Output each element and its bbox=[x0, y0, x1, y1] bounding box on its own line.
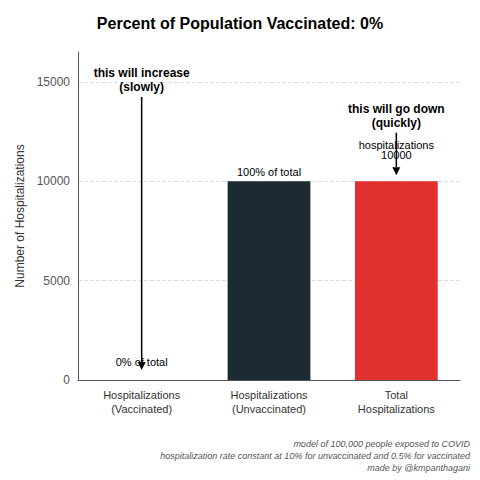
svg-text:15000: 15000 bbox=[37, 75, 71, 89]
svg-text:Hospitalizations: Hospitalizations bbox=[230, 389, 308, 401]
svg-text:Total: Total bbox=[385, 389, 408, 401]
svg-text:Percent of Population Vaccinat: Percent of Population Vaccinated: 0% bbox=[97, 15, 383, 32]
svg-text:Hospitalizations: Hospitalizations bbox=[103, 389, 181, 401]
svg-text:hospitalization rate constant: hospitalization rate constant at 10% for… bbox=[160, 451, 471, 461]
svg-text:(Vaccinated): (Vaccinated) bbox=[111, 403, 172, 415]
svg-text:(quickly): (quickly) bbox=[372, 116, 421, 130]
svg-text:0% of total: 0% of total bbox=[116, 356, 168, 368]
svg-text:10000: 10000 bbox=[37, 174, 71, 188]
svg-text:made by @kmpanthagani: made by @kmpanthagani bbox=[367, 463, 471, 473]
svg-text:0: 0 bbox=[63, 373, 70, 387]
svg-text:this will go down: this will go down bbox=[348, 102, 445, 116]
svg-text:5000: 5000 bbox=[43, 274, 70, 288]
svg-text:hospitalizations: hospitalizations bbox=[359, 139, 435, 151]
svg-text:model of 100,000 people expose: model of 100,000 people exposed to COVID bbox=[293, 439, 470, 449]
svg-text:10000: 10000 bbox=[381, 148, 412, 161]
svg-text:(Unvaccinated): (Unvaccinated) bbox=[232, 403, 306, 415]
svg-text:100% of total: 100% of total bbox=[237, 166, 301, 178]
svg-text:this will increase: this will increase bbox=[94, 66, 190, 80]
svg-text:Number of Hospitalizations: Number of Hospitalizations bbox=[13, 144, 27, 287]
svg-text:(slowly): (slowly) bbox=[119, 80, 164, 94]
svg-text:Hospitalizations: Hospitalizations bbox=[358, 403, 436, 415]
